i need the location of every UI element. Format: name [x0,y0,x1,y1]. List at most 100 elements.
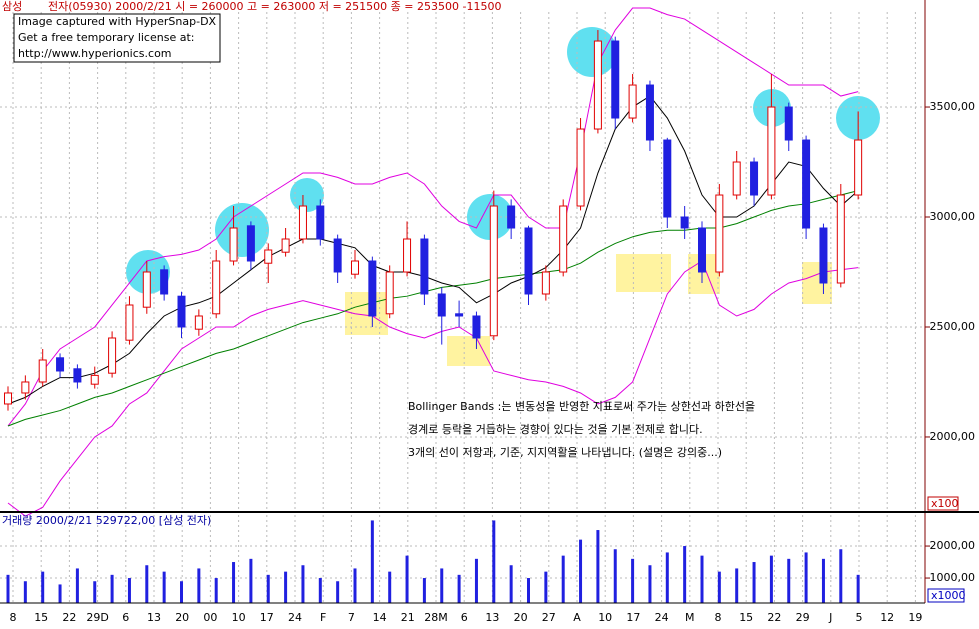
unit-box [927,496,959,511]
candle-body [316,205,325,240]
volume-bar [509,565,513,603]
volume-unit: x1000 [931,589,966,602]
volume-bar [804,552,808,603]
volume-bar [474,558,478,603]
volume-bar [717,571,721,603]
x-tick-label: 24 [655,611,669,624]
candle-body [784,106,793,141]
candle-body [142,271,151,308]
volume-bar [613,549,617,603]
x-tick-label: 20 [514,611,528,624]
x-tick-label: 10 [232,611,246,624]
candle-body [21,381,30,394]
volume-bar [370,520,374,603]
x-tick-label: 13 [147,611,161,624]
y-tick-label: 1000,00 [930,571,976,584]
volume-bar [197,568,201,603]
volume-bar [336,581,340,603]
volume-bar [752,562,756,603]
candle-body [160,269,169,295]
volume-bar [41,571,45,603]
candle-body [507,205,516,229]
candle-body [611,40,620,119]
x-tick-label: 29D [86,611,108,624]
volume-bar [631,558,635,603]
x-tick-label: 5 [856,611,863,624]
volume-bar [527,578,530,603]
candle-body [38,359,47,383]
x-tick-label: 24 [288,611,302,624]
price-unit: x100 [931,497,959,510]
volume-bar [284,571,288,603]
x-tick-label: 12 [880,611,894,624]
volume-bar [93,581,97,603]
candle-body [298,205,307,240]
header-stock: 삼성 [2,0,22,13]
volume-bar [110,574,114,603]
x-tick-label: 22 [62,611,76,624]
x-tick-label: 10 [598,611,612,624]
volume-bar [561,555,565,603]
volume-bar [821,558,825,603]
candle-body [4,392,12,405]
volume-bar [769,555,773,603]
volume-bar [266,574,270,603]
volume-bar [405,555,409,603]
x-tick-label: 21 [401,611,415,624]
candle-body [455,313,464,317]
x-tick-label: 13 [485,611,499,624]
volume-title: 거래량 2000/2/21 529722,00 [삼성 전자) [2,514,211,527]
watermark-box [13,13,221,63]
highlight-box [802,262,832,304]
y-tick-label: 2000,00 [930,539,976,552]
candle-body [767,106,776,196]
volume-bar [353,568,357,603]
volume-bar [596,530,600,603]
x-tick-label: 15 [739,611,753,624]
candle-body [177,295,186,328]
volume-bar [232,562,236,603]
candle-body [246,225,255,262]
volume-bar [214,578,218,603]
candle-body [420,238,429,295]
candle-body [628,84,637,119]
header-info: 전자(05930) 2000/2/21 시 = 260000 고 = 26300… [48,0,501,13]
y-tick-label: 3500,00 [930,100,976,113]
volume-bar [787,558,791,603]
candle-body [715,194,724,273]
candle-body [281,238,290,253]
x-tick-label: 6 [461,611,468,624]
x-tick-label: 15 [34,611,48,624]
volume-bar [839,549,843,603]
highlight-box [616,254,671,292]
volume-bar [58,584,62,603]
candle-body [593,40,602,130]
volume-bar [665,552,669,603]
volume-bar [318,578,322,603]
volume-bar [544,571,548,603]
candle-body [489,205,498,337]
x-tick-label: 17 [260,611,274,624]
y-tick-label: 2500,00 [930,320,976,333]
volume-bar [23,581,27,603]
volume-bar [388,571,392,603]
volume-bar [457,574,461,603]
x-tick-label: 14 [373,611,387,624]
highlight-circle [567,27,617,77]
x-tick-label: 22 [767,611,781,624]
y-tick-label: 3000,00 [930,210,976,223]
candle-body [819,227,828,284]
plot [0,7,925,603]
candle-body [385,271,394,315]
volume-bar [301,565,305,603]
candle-body [698,227,706,273]
candle-body [472,315,481,339]
volume-bar [579,539,583,603]
candle-body [750,161,759,196]
volume-bar [856,574,860,603]
highlight-circle [215,203,269,257]
candle-body [680,216,689,229]
candle-body [212,260,221,315]
volume-bar [683,546,687,603]
